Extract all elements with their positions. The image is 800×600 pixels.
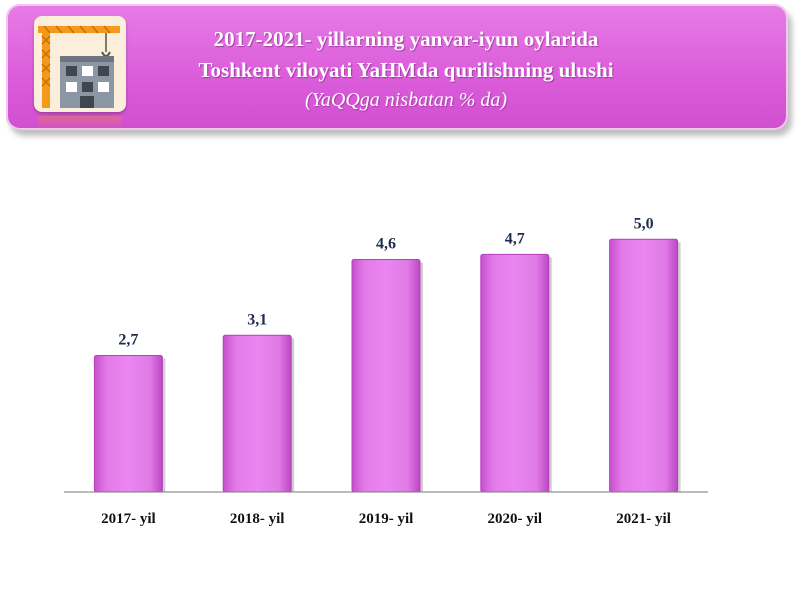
x-tick-label: 2017- yil [101, 511, 156, 527]
bar-2 [222, 334, 292, 493]
data-label: 3,1 [247, 311, 267, 328]
data-label: 4,7 [505, 230, 525, 247]
icon-reflection [38, 116, 122, 130]
bar-4 [480, 253, 550, 493]
data-label: 4,6 [376, 235, 396, 252]
title-banner: 2017-2021- yillarning yanvar-iyun oylari… [6, 4, 788, 130]
bar-3 [351, 258, 421, 493]
x-tick-label: 2020- yil [488, 511, 543, 527]
x-tick-label: 2019- yil [359, 511, 414, 527]
chart-subtitle: (YaQQga nisbatan % da) [304, 89, 508, 111]
data-label: 2,7 [118, 332, 138, 349]
bar-1 [93, 355, 163, 493]
chart-title-line-2: Toshkent viloyati YaHMda qurilishning ul… [198, 58, 614, 82]
construction-crane-building-icon [34, 16, 126, 112]
x-tick-label: 2018- yil [230, 511, 285, 527]
x-tick-label: 2021- yil [616, 511, 671, 527]
bar-5 [609, 238, 679, 493]
chart-title-line-1: 2017-2021- yillarning yanvar-iyun oylari… [213, 27, 599, 51]
data-label: 5,0 [634, 215, 654, 232]
